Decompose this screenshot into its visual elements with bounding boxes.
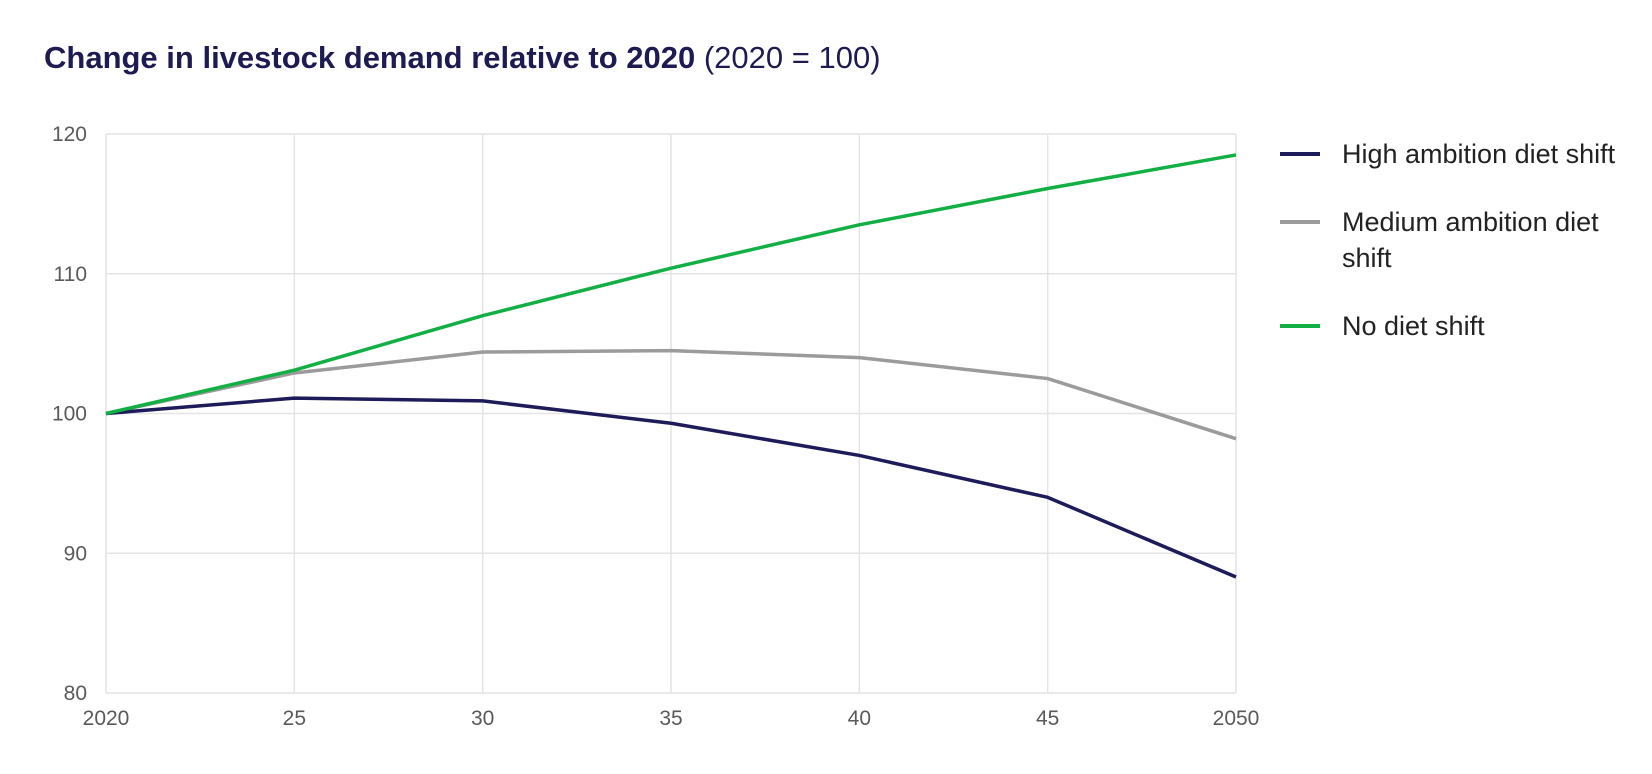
grid-layer: [105, 133, 1237, 694]
y-tick-label: 120: [52, 123, 87, 146]
series-layer: [105, 153, 1237, 579]
axis-layer: 80 90 100 110 120 2020 25 30 35 40 45 2050: [52, 123, 1259, 730]
x-tick-label: 25: [283, 707, 306, 730]
legend-swatch: [1280, 220, 1320, 224]
y-tick-label: 90: [64, 542, 87, 565]
x-tick-label: 2020: [83, 707, 130, 730]
chart-title-main: Change in livestock demand relative to 2…: [44, 40, 696, 75]
chart-title-subtitle: (2020 = 100): [695, 40, 881, 75]
legend-item: No diet shift: [1280, 308, 1620, 344]
legend-item: High ambition diet shift: [1280, 136, 1620, 172]
x-tick-label: 30: [471, 707, 494, 730]
legend-swatch: [1280, 152, 1320, 156]
x-tick-label: 35: [659, 707, 682, 730]
y-tick-label: 100: [52, 403, 87, 426]
x-tick-label: 2050: [1213, 707, 1260, 730]
legend-label: High ambition diet shift: [1342, 139, 1616, 169]
x-tick-label: 45: [1036, 707, 1059, 730]
x-tick-label: 40: [848, 707, 871, 730]
legend-item: Medium ambition diet shift: [1280, 204, 1620, 276]
legend: High ambition diet shift Medium ambition …: [1280, 136, 1620, 376]
legend-swatch: [1280, 324, 1320, 328]
legend-label: No diet shift: [1342, 311, 1485, 341]
y-tick-label: 80: [64, 682, 87, 705]
legend-label: Medium ambition diet shift: [1342, 207, 1599, 273]
y-tick-label: 110: [54, 263, 87, 286]
chart-title: Change in livestock demand relative to 2…: [44, 40, 881, 76]
